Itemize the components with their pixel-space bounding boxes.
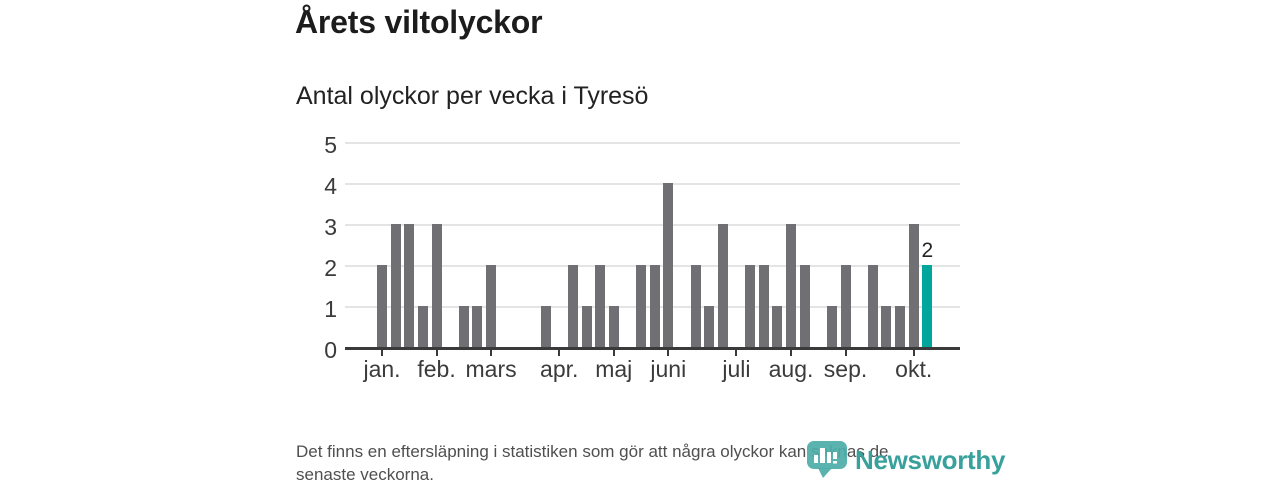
x-axis-month-label: juli	[722, 356, 751, 382]
bar	[417, 306, 428, 347]
badge-exclamation-stem	[833, 452, 837, 459]
footnote: Det finns en eftersläpning i statistiken…	[296, 441, 888, 480]
x-axis-month-label: okt.	[895, 356, 933, 382]
bar-highlighted	[922, 265, 933, 347]
bar	[472, 306, 483, 347]
bar	[881, 306, 892, 347]
x-axis-month-label: apr.	[540, 356, 579, 382]
x-axis-month-label: juni	[650, 356, 687, 382]
x-axis-tick	[912, 350, 915, 356]
bar	[663, 183, 674, 347]
footnote-line: Det finns en eftersläpning i statistiken…	[296, 442, 889, 461]
y-axis-label: 5	[324, 132, 337, 158]
bar	[390, 224, 401, 347]
bar	[431, 224, 442, 347]
gridline-y4	[345, 183, 960, 185]
bar	[581, 306, 592, 347]
x-axis-month-label: jan.	[363, 356, 401, 382]
bar	[772, 306, 783, 347]
y-axis-label: 4	[324, 173, 337, 199]
newsworthy-logo: Newsworthy	[806, 440, 1005, 479]
badge-bar-small	[814, 455, 818, 463]
bar	[704, 306, 715, 347]
x-axis-month-label: aug.	[768, 356, 814, 382]
bar	[895, 306, 906, 347]
gridline-y5	[345, 142, 960, 144]
bar	[595, 265, 606, 347]
bar	[758, 265, 769, 347]
x-axis-tick	[490, 350, 493, 356]
newsworthy-logo-text: Newsworthy	[855, 445, 1006, 475]
x-axis-tick	[435, 350, 438, 356]
chart-subtitle: Antal olyckor per vecka i Tyresö	[296, 82, 649, 110]
x-axis-month-label: mars	[465, 356, 517, 382]
x-axis-tick	[735, 350, 738, 356]
y-axis-label: 3	[324, 214, 337, 240]
bar	[826, 306, 837, 347]
x-axis-tick	[844, 350, 847, 356]
bar	[377, 265, 387, 347]
bar	[690, 265, 701, 347]
bar	[717, 224, 728, 347]
x-axis-month-label: sep.	[823, 356, 868, 382]
y-axis-label: 1	[324, 296, 337, 322]
bar-value-label: 2	[921, 239, 934, 262]
bar	[799, 265, 810, 347]
badge-exclamation-dot	[833, 461, 837, 464]
bar	[649, 265, 660, 347]
bar	[745, 265, 756, 347]
bar	[540, 306, 551, 347]
x-axis-month-label: feb.	[417, 356, 456, 382]
x-axis-tick	[558, 350, 561, 356]
x-axis-tick	[381, 350, 383, 356]
newsworthy-badge-icon	[807, 441, 847, 478]
bar	[786, 224, 797, 347]
x-axis-month-label: maj	[595, 356, 633, 382]
badge-bar-tall	[820, 448, 825, 463]
bar	[404, 224, 415, 347]
bar	[867, 265, 878, 347]
chart-title: Årets viltolyckor	[295, 4, 543, 40]
bar	[908, 224, 919, 347]
y-axis-label: 0	[324, 337, 337, 363]
y-axis-label: 2	[324, 255, 337, 281]
footnote-line: senaste veckorna.	[296, 464, 434, 480]
badge-bar-mid	[827, 452, 831, 463]
x-axis-tick	[612, 350, 615, 356]
bar	[608, 306, 619, 347]
bar	[458, 306, 469, 347]
bar	[567, 265, 578, 347]
x-axis-tick	[790, 350, 793, 356]
gridline-y3	[345, 224, 960, 226]
bar	[486, 265, 497, 347]
bar	[840, 265, 851, 347]
bar	[636, 265, 647, 347]
x-axis-line	[345, 347, 960, 350]
x-axis-tick	[667, 350, 670, 356]
